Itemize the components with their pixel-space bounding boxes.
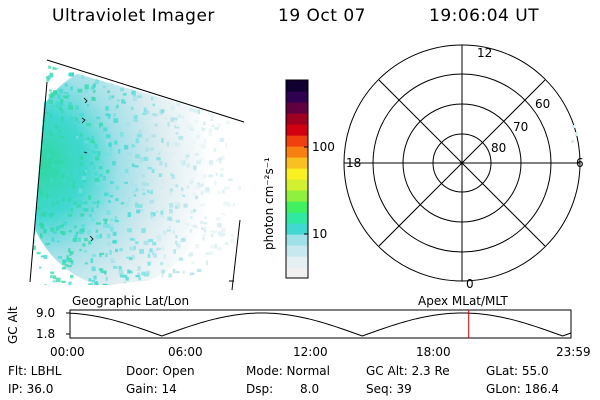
altitude-left-title: Geographic Lat/Lon: [72, 294, 190, 308]
colorbar-segment: [286, 245, 308, 257]
altitude-ytick-low: 1.8: [36, 327, 56, 341]
time-tick-0600: 06:00: [168, 345, 203, 359]
image-border-right: [231, 219, 241, 291]
mlat-label-60: 60: [535, 97, 551, 111]
observation-time: 19:06:04 UT: [429, 6, 540, 26]
mlt-label-6: 6: [576, 156, 584, 170]
status-glon: GLon: 186.4: [486, 382, 559, 396]
image-border-left: [29, 81, 48, 283]
colorbar-segment: [286, 168, 308, 180]
altitude-ytick-high: 9.0: [36, 306, 56, 320]
status-dsp-value: 8.0: [300, 382, 320, 396]
time-tick-1800: 18:00: [416, 345, 451, 359]
colorbar-segment: [286, 212, 308, 224]
status-mode: Mode: Normal: [246, 364, 330, 378]
colorbar-unit-label: photon cm⁻²s⁻¹: [262, 157, 276, 250]
instrument-title: Ultraviolet Imager: [52, 6, 215, 26]
altitude-right-title: Apex MLat/MLT: [418, 294, 508, 308]
observation-date: 19 Oct 07: [278, 6, 366, 26]
colorbar-segment: [286, 234, 308, 246]
colorbar-segment: [286, 146, 308, 158]
colorbar-segment: [286, 102, 308, 114]
colorbar-segment: [286, 113, 308, 125]
colorbar-segment: [286, 157, 308, 169]
altitude-ylabel: GC Alt: [6, 306, 20, 344]
mlt-label-12: 12: [477, 46, 493, 60]
colorbar-segment: [286, 135, 308, 147]
image-border-top: [46, 59, 245, 123]
altitude-curve: [69, 312, 572, 337]
status-gain: Gain: 14: [126, 382, 177, 396]
status-ip: IP: 36.0: [8, 382, 54, 396]
colorbar-segment: [286, 201, 308, 213]
altitude-frame: [69, 309, 572, 339]
mlt-label-18: 18: [346, 156, 362, 170]
polar-edge-emission: [571, 125, 578, 143]
status-glat: GLat: 55.0: [486, 364, 549, 378]
status-door: Door: Open: [126, 364, 195, 378]
mlt-label-0: 0: [466, 277, 474, 291]
time-tick-1200: 12:00: [293, 345, 328, 359]
colorbar-segment: [286, 91, 308, 103]
colorbar-segment: [286, 124, 308, 136]
polar-plot: [343, 44, 581, 282]
time-tick-2359: 23:59: [556, 345, 591, 359]
colorbar-segment: [286, 267, 308, 279]
polar-diagonal-2: [378, 79, 546, 247]
colorbar: [285, 79, 309, 279]
status-seq: Seq: 39: [366, 382, 412, 396]
colorbar-segment: [286, 179, 308, 191]
status-gc-alt: GC Alt: 2.3 Re: [366, 364, 450, 378]
status-dsp-label: Dsp:: [246, 382, 274, 396]
colorbar-segment: [286, 190, 308, 202]
colorbar-tick-10: 10: [312, 227, 328, 241]
colorbar-segment: [286, 256, 308, 268]
colorbar-tick-100: 100: [312, 140, 335, 154]
colorbar-segment: [286, 80, 308, 92]
geographic-image: [29, 59, 245, 291]
altitude-panel: [66, 309, 572, 339]
coastline-marks: [81, 97, 94, 242]
colorbar-segment: [286, 223, 308, 235]
mlat-label-70: 70: [513, 120, 529, 134]
mlat-label-80: 80: [491, 141, 507, 155]
time-tick-0000: 00:00: [50, 345, 85, 359]
status-filter: Flt: LBHL: [8, 364, 62, 378]
